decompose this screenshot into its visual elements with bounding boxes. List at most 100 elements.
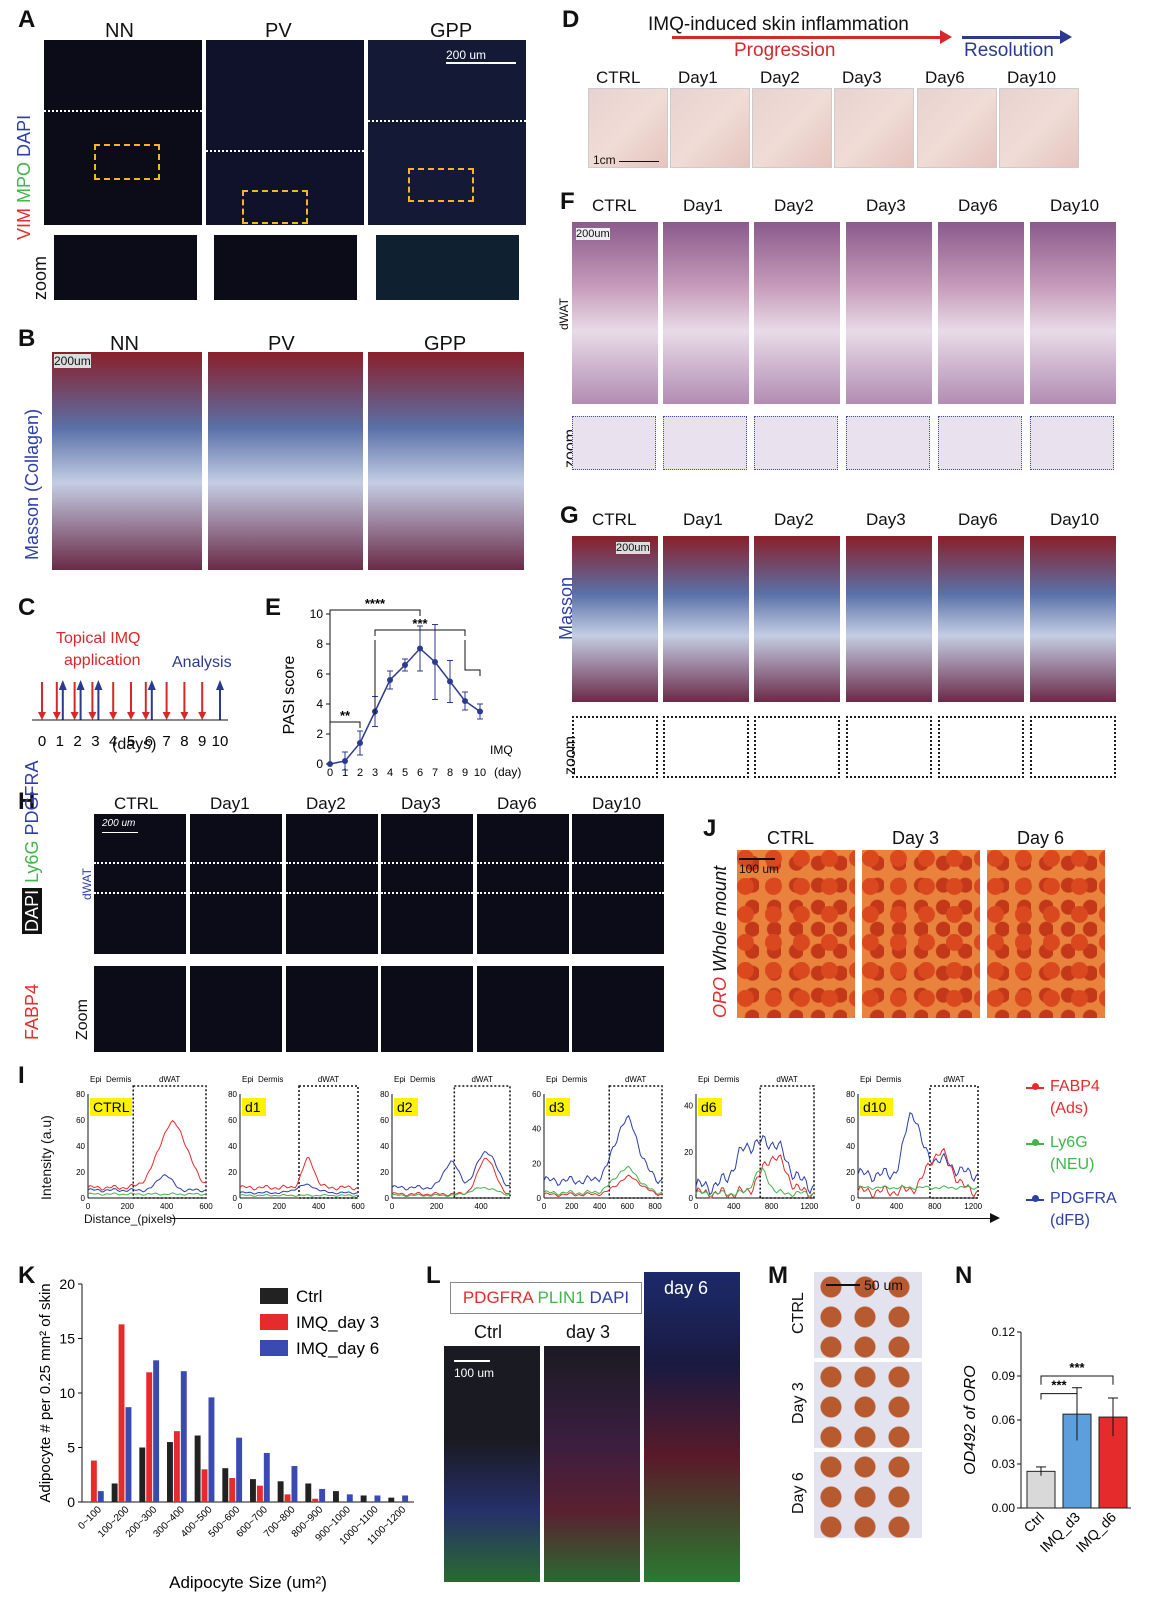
panel-i-subplot-ctrl: 0 20 40 60 80 0 200 400 600 Epi Dermis dWAT CTRL: [76, 1075, 213, 1211]
e-point: [387, 677, 393, 683]
panel-l-scale: 100 um: [454, 1366, 495, 1380]
resolution-arrowhead: [1060, 30, 1072, 44]
timeline-day-8: 8: [180, 733, 188, 750]
i-ytick-label: 40: [846, 1142, 855, 1151]
k-bar-2: [125, 1407, 132, 1502]
panel-h-image-ctrl: 200 um: [94, 814, 186, 954]
analysis-arrowhead-day-2: [76, 680, 85, 690]
progression-arrowhead: [940, 30, 952, 44]
panel-a-image-nn: [44, 40, 202, 225]
i-region-dermis: Dermis: [410, 1075, 435, 1084]
k-legend-label-0: Ctrl: [296, 1287, 322, 1306]
panel-d-photo-day6: [917, 88, 997, 168]
i-dwat-box: [608, 1085, 663, 1199]
panel-a-col-gpp: GPP: [430, 20, 473, 42]
legend-fabp4-name: FABP4: [1050, 1078, 1100, 1095]
i-ytick-label: 60: [76, 1116, 85, 1125]
imq-arrowhead-day-3: [88, 712, 97, 720]
i-xtick-label: 200: [121, 1202, 135, 1211]
panel-d-letter: D: [562, 6, 580, 33]
k-ylabel: Adipocyte # per 0.25 mm² of skin: [37, 1283, 54, 1502]
timeline-day-2: 2: [73, 733, 81, 750]
panel-a-image-pv: [206, 40, 364, 225]
panel-h-zoom-day6: [477, 966, 569, 1052]
panel-b-image-nn: 200um: [52, 352, 202, 570]
analysis-arrowhead-day-3: [94, 680, 103, 690]
e-ytick-label: 2: [316, 727, 323, 741]
panel-g-zoom-day10: [1030, 716, 1116, 778]
e-point: [342, 758, 348, 764]
legend-ly6g-name: Ly6G: [1050, 1134, 1088, 1151]
i-region-dermis: Dermis: [876, 1075, 901, 1084]
panel-m-scale-bar: [826, 1284, 860, 1286]
i-region-epi: Epi: [698, 1075, 710, 1084]
panel-m-row-day6: Day 6: [790, 1472, 807, 1514]
i-pdgfra-trace: [239, 1183, 359, 1195]
e-xtick-label: 6: [417, 767, 423, 779]
k-bar-2: [180, 1371, 187, 1502]
fabp4-label: FABP4: [22, 983, 42, 1040]
panel-h-zoom-label: Zoom: [74, 999, 91, 1040]
n-sig-bracket: [1040, 1393, 1078, 1400]
panel-j-ylabel: ORO Whole mount: [710, 866, 731, 1018]
i-pdgfra-trace: [695, 1134, 815, 1196]
i-fabp4-trace: [239, 1156, 359, 1191]
panel-b-image-gpp: [368, 352, 524, 570]
k-bar-2: [153, 1360, 160, 1502]
panel-b-letter: B: [18, 325, 36, 352]
i-tag-bg: [242, 1098, 266, 1116]
i-ytick-label: 80: [228, 1090, 237, 1099]
panel-i-letter: I: [18, 1062, 25, 1089]
panel-g-col-day6: Day6: [958, 510, 998, 529]
k-bar-2: [263, 1452, 270, 1502]
progression-arrow: [672, 36, 944, 39]
imq-arrowhead-day-7: [162, 712, 171, 720]
imq-arrowhead-day-8: [180, 712, 189, 720]
panel-d-photo-day10: [999, 88, 1079, 168]
i-fabp4-trace: [391, 1157, 511, 1197]
panel-g-image-day1: [663, 536, 749, 702]
panel-h-zoom-ctrl: [94, 966, 186, 1052]
e-point: [402, 662, 408, 668]
panel-f-col-day10: Day10: [1050, 196, 1100, 215]
k-bar-2: [236, 1437, 243, 1502]
imq-arrowhead-day-4: [109, 712, 118, 720]
imq-arrowhead-day-0: [38, 712, 46, 720]
panel-f-zoom-day1: [663, 416, 747, 470]
e-point: [357, 740, 363, 746]
n-ytick-label: 0.12: [992, 1325, 1016, 1339]
i-ytick-label: 20: [228, 1168, 237, 1177]
panel-h-letter: H: [18, 788, 36, 815]
panel-h-boundary: [190, 892, 282, 894]
i-ytick-label: 80: [846, 1090, 855, 1099]
k-bar-1: [118, 1324, 125, 1502]
panel-b-ylabel: Masson (Collagen): [22, 408, 42, 560]
panel-l-image-ctrl: 100 um: [444, 1346, 540, 1582]
i-ytick-label: 60: [532, 1090, 541, 1099]
e-xtick-label: 3: [372, 767, 378, 779]
panel-d-progression: Progression: [734, 40, 836, 61]
i-xtick-label: 800: [928, 1202, 942, 1211]
e-xtick-label: 0: [327, 767, 333, 779]
e-xlabel-unit: IMQ: [490, 743, 513, 757]
i-fabp4-trace: [695, 1154, 815, 1199]
n-ytick-label: 0.09: [992, 1369, 1016, 1383]
panel-n-letter: N: [955, 1262, 973, 1289]
panel-j-scale-bar: [739, 858, 775, 860]
i-region-dermis: Dermis: [106, 1075, 131, 1084]
legend-pdgfra-name: PDGFRA: [1050, 1190, 1117, 1207]
i-region-dwat: dWAT: [471, 1075, 492, 1084]
i-xtick-label: 400: [727, 1202, 741, 1211]
i-ytick-label: 20: [684, 1148, 693, 1157]
i-xtick-label: 0: [856, 1202, 861, 1211]
panel-h-scale: 200 um: [102, 818, 136, 829]
timeline-day-4: 4: [109, 733, 117, 750]
k-bar-0: [194, 1435, 201, 1502]
panel-h-scale-bar: [102, 832, 138, 833]
panel-h-col-day3: Day3: [401, 794, 441, 813]
panel-f-zoom-day2: [754, 416, 838, 470]
e-xtick-label: 1: [342, 767, 348, 779]
ly6g-label: Ly6G: [22, 840, 42, 883]
panel-h-col-ctrl: CTRL: [114, 794, 159, 813]
i-fabp4-trace: [857, 1147, 979, 1199]
